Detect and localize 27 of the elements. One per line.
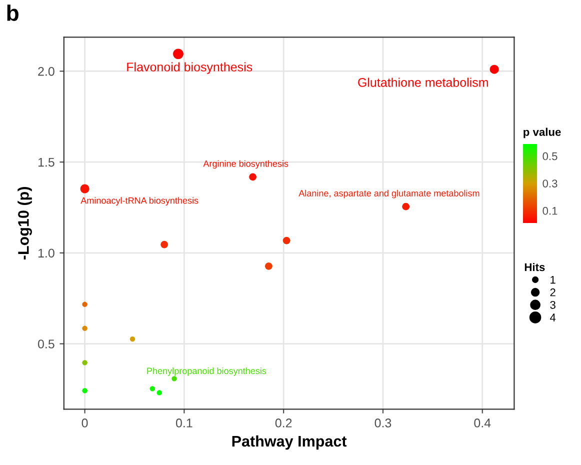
legend-label: 4: [550, 314, 556, 322]
annotation: Phenylpropanoid biosynthesis: [147, 367, 266, 376]
annotation: Aminoacyl-tRNA biosynthesis: [80, 197, 198, 206]
y-tick-label: 1.0: [38, 248, 54, 258]
legend-label: 2: [550, 288, 556, 296]
legend-label: 3: [550, 300, 556, 309]
annotation: Alanine, aspartate and glutamate metabolism: [298, 190, 480, 198]
x-tick-label: 0.1: [176, 418, 192, 428]
annotation: Arginine biosynthesis: [203, 160, 288, 169]
annotation: Flavonoid biosynthesis: [127, 62, 252, 74]
legend-label: 1: [550, 276, 556, 284]
y-axis-title: -Log10 (p): [18, 187, 32, 260]
x-tick-label: 0.4: [474, 418, 491, 428]
y-tick-label: 2.0: [38, 66, 54, 76]
y-tick-label: 1.5: [38, 158, 54, 167]
color-bar-label: 0.3: [542, 180, 558, 188]
color-bar-label: 0.5: [542, 152, 558, 160]
color-bar-label: 0.1: [542, 206, 558, 215]
annotation: Glutathione metabolism: [358, 78, 488, 87]
color-bar-title: p value: [524, 128, 561, 138]
x-tick-label: 0.2: [275, 418, 292, 428]
x-tick-label: 0.3: [374, 418, 392, 428]
x-tick-label: 0: [82, 418, 88, 428]
legend-title: Hits: [524, 262, 545, 272]
y-tick-label: 0.5: [38, 340, 54, 348]
chart-title: b: [7, 4, 18, 21]
x-axis-title: Pathway Impact: [232, 435, 347, 450]
